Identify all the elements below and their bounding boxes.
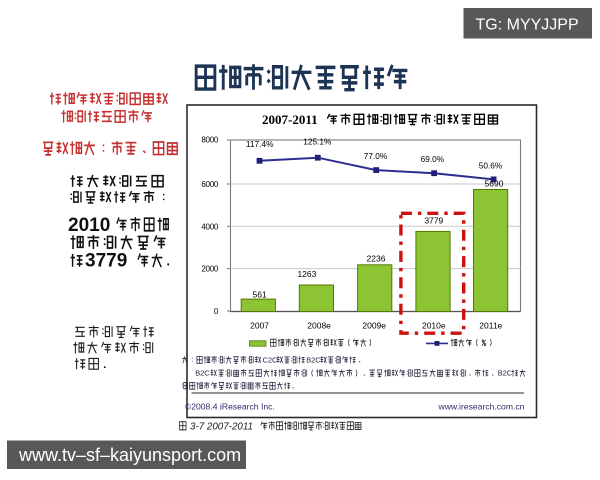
svg-text:2000: 2000 [201, 265, 218, 274]
svg-text:4000: 4000 [201, 222, 218, 231]
svg-text:561: 561 [253, 289, 267, 299]
svg-text:2008e: 2008e [307, 321, 331, 331]
svg-text:3779: 3779 [424, 216, 443, 226]
svg-text:2011e: 2011e [479, 321, 502, 331]
svg-text:77.0%: 77.0% [364, 151, 388, 161]
svg-text:3779: 3779 [85, 251, 127, 272]
svg-text:2010e: 2010e [422, 321, 446, 331]
svg-text:125.1%: 125.1% [303, 137, 332, 147]
svg-text:©2008.4 iResearch Inc.: ©2008.4 iResearch Inc. [185, 402, 275, 412]
svg-text:TG: MYYJJPP: TG: MYYJJPP [476, 17, 579, 34]
svg-text:2007-2011: 2007-2011 [262, 112, 318, 127]
svg-text:B2C: B2C [498, 369, 513, 378]
svg-text:69.0%: 69.0% [421, 154, 445, 164]
svg-text:117.4%: 117.4% [246, 139, 274, 149]
svg-text:6000: 6000 [201, 180, 218, 189]
svg-text:2007: 2007 [250, 321, 269, 331]
svg-text:1263: 1263 [297, 269, 316, 279]
svg-text:2010: 2010 [68, 215, 110, 236]
svg-text:8000: 8000 [201, 136, 218, 145]
svg-text:5690: 5690 [485, 179, 504, 189]
svg-text:B2C: B2C [195, 369, 210, 378]
svg-text:2009e: 2009e [362, 321, 386, 331]
svg-text:B2C: B2C [306, 355, 321, 364]
svg-text:C2C: C2C [263, 355, 278, 364]
svg-text:www.iresearch.com.cn: www.iresearch.com.cn [438, 402, 525, 412]
svg-text:www.tv–sf–kaiyunsport.com: www.tv–sf–kaiyunsport.com [18, 445, 241, 465]
svg-text:0: 0 [214, 307, 219, 316]
svg-text:3-7 2007-2011: 3-7 2007-2011 [190, 421, 253, 432]
svg-text:50.6%: 50.6% [479, 161, 503, 171]
svg-text:2236: 2236 [367, 254, 386, 264]
